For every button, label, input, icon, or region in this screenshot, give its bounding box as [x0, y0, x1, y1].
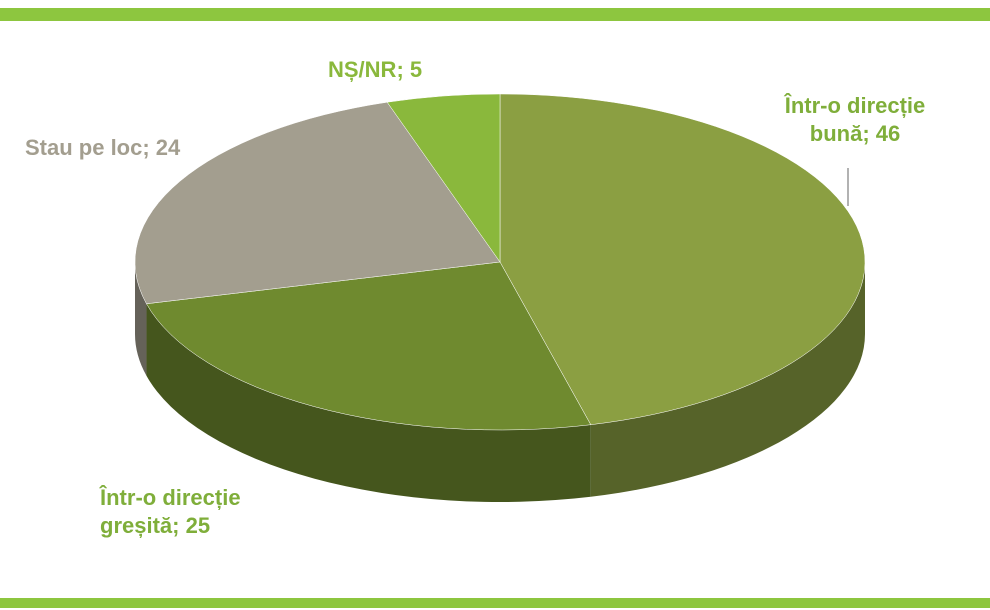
data-label: NȘ/NR; 5: [328, 57, 423, 82]
slice: [146, 261, 592, 431]
slice: [499, 93, 866, 425]
data-label: Stau pe loc; 24: [25, 135, 181, 160]
slice: [386, 93, 501, 263]
slice-side: [590, 262, 865, 497]
slice-side: [135, 262, 147, 376]
slice-side: [146, 303, 591, 502]
data-label: Într-o direcție greșită; 25: [100, 485, 241, 538]
top-band: [0, 8, 990, 21]
slice: [134, 101, 501, 305]
bottom-band: [0, 598, 990, 608]
data-label: Într-o direcție bună; 46: [784, 93, 926, 146]
